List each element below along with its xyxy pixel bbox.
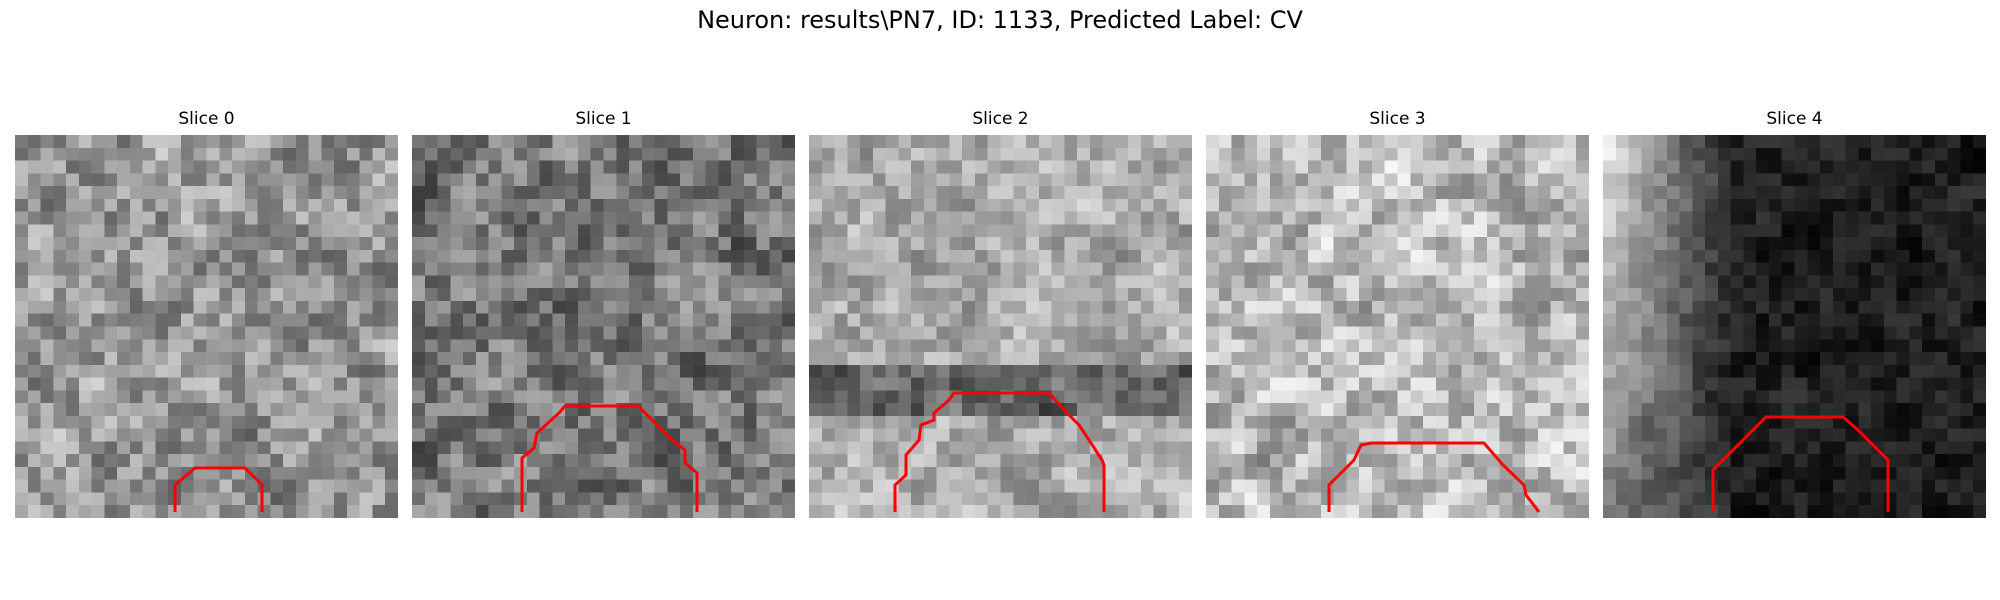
slice-0-image [15, 135, 398, 518]
slice-2-image [809, 135, 1192, 518]
slice-0-contour [173, 466, 264, 512]
slice-4-image [1603, 135, 1986, 518]
slice-4-contour-line [1711, 415, 1890, 512]
slice-1-contour [520, 404, 699, 512]
slice-0-title: Slice 0 [178, 109, 235, 129]
slice-2-title: Slice 2 [972, 109, 1029, 129]
slice-0-contour-line [173, 466, 264, 512]
slice-1-title: Slice 1 [575, 109, 632, 129]
slice-4-title: Slice 4 [1766, 109, 1823, 129]
slice-2-contour [893, 391, 1106, 512]
slice-3-title: Slice 3 [1369, 109, 1426, 129]
slice-1-image [412, 135, 795, 518]
slice-1-contour-line [520, 404, 699, 512]
slice-2-contour-line [893, 391, 1106, 512]
slice-4-contour [1711, 415, 1890, 512]
slice-3-image [1206, 135, 1589, 518]
slice-3-contour [1327, 441, 1541, 513]
figure-title: Neuron: results\PN7, ID: 1133, Predicted… [697, 6, 1303, 34]
slice-3-contour-line [1327, 441, 1541, 513]
